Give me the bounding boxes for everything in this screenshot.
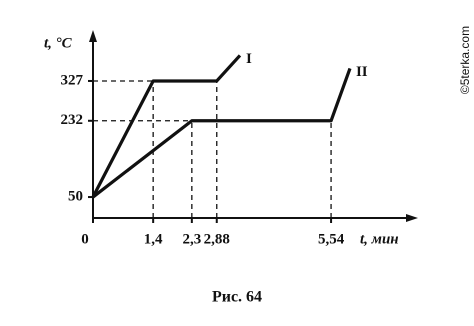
series-line [92, 67, 352, 199]
series-line [91, 54, 242, 198]
x-tick-label: 5,54 [318, 231, 345, 247]
x-axis-label: t, мин [360, 231, 399, 247]
y-arrow [89, 30, 97, 42]
x-tick-label: 1,4 [144, 231, 163, 247]
x-tick-label: 2,3 [182, 231, 201, 247]
y-tick-label: 232 [61, 112, 84, 128]
x-tick-label: 0 [81, 231, 89, 247]
x-tick-label: 2,88 [204, 231, 230, 247]
y-axis-label: t, °C [44, 35, 73, 51]
x-arrow [406, 214, 418, 222]
y-tick-label: 50 [68, 188, 83, 204]
series-label: I [246, 51, 252, 67]
watermark: ©5terka.com [458, 26, 472, 94]
caption: Рис. 64 [212, 289, 262, 306]
series-label: II [356, 64, 368, 80]
y-tick-label: 327 [61, 72, 84, 88]
